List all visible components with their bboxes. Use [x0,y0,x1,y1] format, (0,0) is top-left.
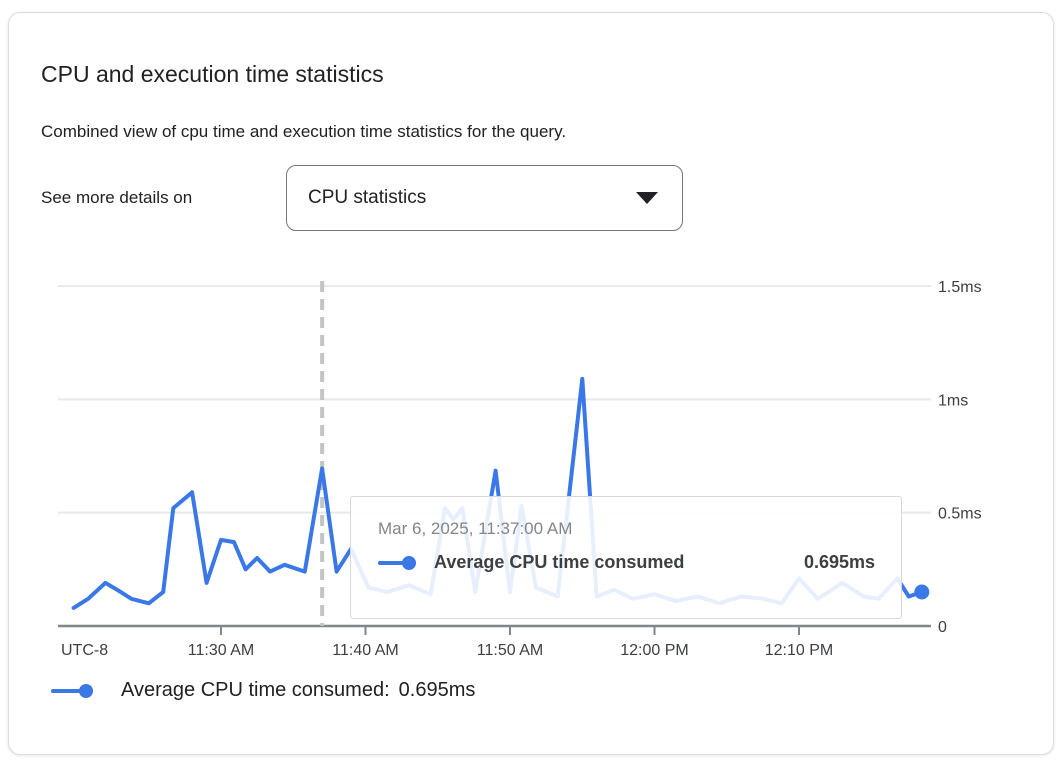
page-title: CPU and execution time statistics [41,61,384,87]
y-axis-label: 0 [938,619,947,636]
chart-legend: Average CPU time consumed: 0.695ms [51,679,1053,702]
tooltip-timestamp: Mar 6, 2025, 11:37:00 AM [378,519,573,538]
y-axis-label: 1.5ms [938,279,982,296]
series-marker-icon [378,555,416,571]
tooltip-series-label: Average CPU time consumed [434,552,685,572]
x-axis-label: 11:30 AM [188,642,254,659]
tooltip-series-row: Average CPU time consumed 0.695ms [378,552,901,573]
statistics-dropdown-value: CPU statistics [308,186,427,208]
y-axis-label: 1ms [938,392,968,409]
page-subtitle: Combined view of cpu time and execution … [41,122,567,141]
tooltip-series-value: 0.695ms [803,552,875,572]
chart-tooltip: Mar 6, 2025, 11:37:00 AM Average CPU tim… [350,496,902,619]
details-row: See more details on CPU statistics [41,164,1053,231]
legend-marker-icon [51,683,93,699]
x-axis-label: 12:10 PM [765,642,833,659]
statistics-dropdown[interactable]: CPU statistics [286,164,683,231]
cpu-stats-card: CPU and execution time statistics Combin… [8,12,1054,755]
x-axis-timezone-label: UTC-8 [61,642,108,659]
x-axis-label: 12:00 PM [620,642,688,659]
legend-series-label: Average CPU time consumed: [121,679,390,701]
chevron-down-icon [636,191,658,204]
details-label: See more details on [41,187,193,207]
latest-point-dot [914,584,930,600]
legend-series-value: 0.695ms [398,679,476,701]
chart-canvas[interactable]: 0 0.5ms 1ms 1.5ms UTC-8 11:30 AM 11:40 AM 11:50… [41,261,1047,661]
y-axis-label: 0.5ms [938,506,982,523]
x-axis-label: 11:50 AM [477,642,543,659]
x-axis-label: 11:40 AM [332,642,398,659]
cpu-time-chart[interactable]: 0 0.5ms 1ms 1.5ms UTC-8 11:30 AM 11:40 AM 11:50… [41,261,1047,661]
